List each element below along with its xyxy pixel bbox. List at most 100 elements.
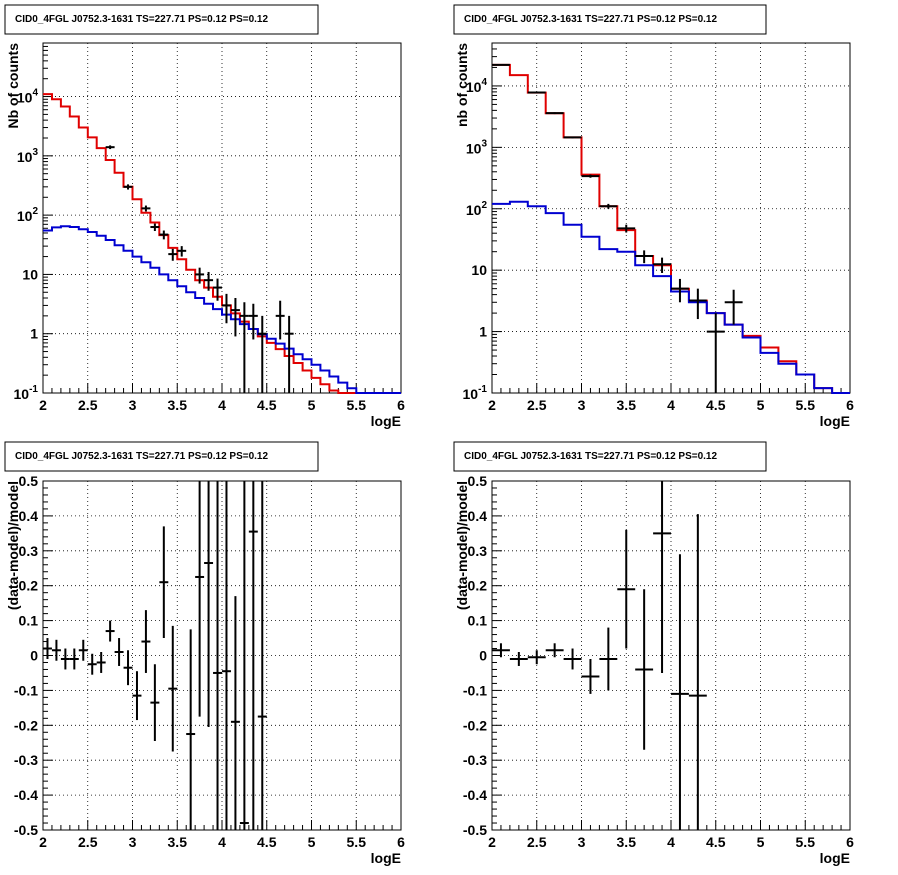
data-point: [159, 526, 169, 639]
data-point: [653, 257, 671, 273]
data-point: [150, 664, 160, 742]
y-tick-label: 0.1: [468, 613, 488, 629]
data-point: [248, 481, 258, 830]
data-point: [213, 278, 222, 301]
x-tick-label: 2: [488, 834, 496, 850]
data-point: [51, 639, 61, 661]
data-point: [168, 248, 178, 261]
x-tick-label: 4.5: [257, 397, 277, 413]
y-tick-label: 0.1: [19, 613, 39, 629]
x-axis-label: logE: [371, 413, 401, 429]
x-tick-label: 6: [397, 834, 405, 850]
data-point: [257, 315, 267, 393]
data-point: [150, 223, 160, 231]
data-point: [213, 481, 222, 830]
data-point: [248, 303, 258, 340]
y-axis-ticks: [492, 480, 502, 831]
y-tick-label: -0.3: [14, 752, 38, 768]
chart-title: CID0_4FGL J0752.3-1631 TS=227.71 PS=0.12…: [15, 14, 268, 25]
data-point: [671, 278, 689, 303]
y-tick-label: 102: [17, 206, 39, 224]
chart-title-box: [453, 441, 767, 472]
y-tick-label: -0.2: [14, 717, 38, 733]
y-tick-label: 104: [466, 77, 488, 95]
data-point: [545, 112, 564, 115]
y-tick-label: 10-1: [14, 384, 39, 402]
data-point: [114, 638, 124, 666]
data-point: [492, 643, 510, 658]
y-axis-label: (data-model)/model: [5, 481, 21, 610]
data-point: [222, 481, 231, 830]
data-point: [509, 652, 528, 666]
data-points: [105, 145, 294, 393]
y-axis-label: Nb of counts: [5, 43, 21, 129]
y-axis-label: (data-model)/model: [454, 481, 470, 610]
x-tick-label: 5.5: [347, 834, 367, 850]
data-point: [239, 481, 249, 830]
data-point: [275, 300, 285, 340]
x-tick-label: 3: [578, 834, 586, 850]
data-point: [581, 658, 600, 694]
x-tick-label: 6: [846, 397, 854, 413]
chart-panel-top-right: CID0_4FGL J0752.3-1631 TS=227.71 PS=0.12…: [453, 4, 854, 429]
x-tick-label: 2: [39, 397, 47, 413]
chart-title-box: [4, 441, 319, 472]
x-tick-label: 6: [846, 834, 854, 850]
y-axis-ticks: [43, 42, 53, 394]
y-tick-label: 102: [466, 200, 488, 218]
x-tick-label: 3: [129, 397, 137, 413]
y-tick-label: 103: [466, 138, 488, 156]
data-point: [105, 620, 115, 642]
x-axis-ticks: [491, 820, 851, 830]
x-tick-label: 4: [218, 397, 226, 413]
x-tick-label: 4: [667, 397, 675, 413]
x-tick-label: 4.5: [706, 397, 726, 413]
y-tick-label: 0.2: [19, 578, 39, 594]
y-tick-label: -0.4: [14, 787, 38, 803]
series-step-line-1: [43, 225, 401, 394]
data-point: [239, 302, 249, 393]
data-point: [186, 629, 196, 830]
x-tick-label: 6: [397, 397, 405, 413]
data-point: [635, 250, 654, 264]
grid: [42, 43, 402, 394]
data-point: [671, 554, 689, 830]
y-tick-label: 10: [471, 262, 487, 278]
y-tick-label: 1: [30, 326, 38, 342]
data-point: [204, 271, 214, 291]
data-point: [724, 289, 743, 325]
y-tick-label: 10: [22, 266, 38, 282]
data-point: [688, 288, 707, 320]
data-point: [635, 589, 654, 750]
x-tick-label: 3.5: [617, 834, 637, 850]
chart-title-box: [4, 4, 319, 35]
y-tick-label: 0.5: [19, 473, 39, 489]
x-tick-label: 3.5: [168, 397, 188, 413]
data-point: [195, 481, 205, 717]
x-tick-label: 3.5: [617, 397, 637, 413]
chart-title: CID0_4FGL J0752.3-1631 TS=227.71 PS=0.12…: [15, 451, 268, 462]
chart-title-box: [453, 4, 767, 35]
x-tick-label: 2.5: [78, 397, 98, 413]
x-tick-label: 3: [129, 834, 137, 850]
x-tick-label: 2: [39, 834, 47, 850]
data-points: [492, 481, 707, 830]
y-tick-label: -0.1: [463, 682, 487, 698]
data-point: [195, 267, 205, 284]
y-tick-label: 104: [17, 88, 39, 106]
y-tick-label: -0.1: [14, 682, 38, 698]
data-point: [69, 648, 79, 670]
data-point: [492, 63, 510, 66]
x-axis-label: logE: [820, 850, 850, 866]
data-point: [141, 610, 151, 673]
x-tick-label: 2.5: [78, 834, 98, 850]
data-point: [159, 230, 169, 240]
y-tick-label: 0: [479, 648, 487, 664]
data-point: [96, 652, 106, 673]
x-axis-label: logE: [820, 413, 850, 429]
data-point: [688, 514, 707, 830]
y-axis-label: nb of counts: [454, 43, 470, 127]
x-tick-label: 5.5: [796, 397, 816, 413]
data-point: [527, 650, 546, 665]
